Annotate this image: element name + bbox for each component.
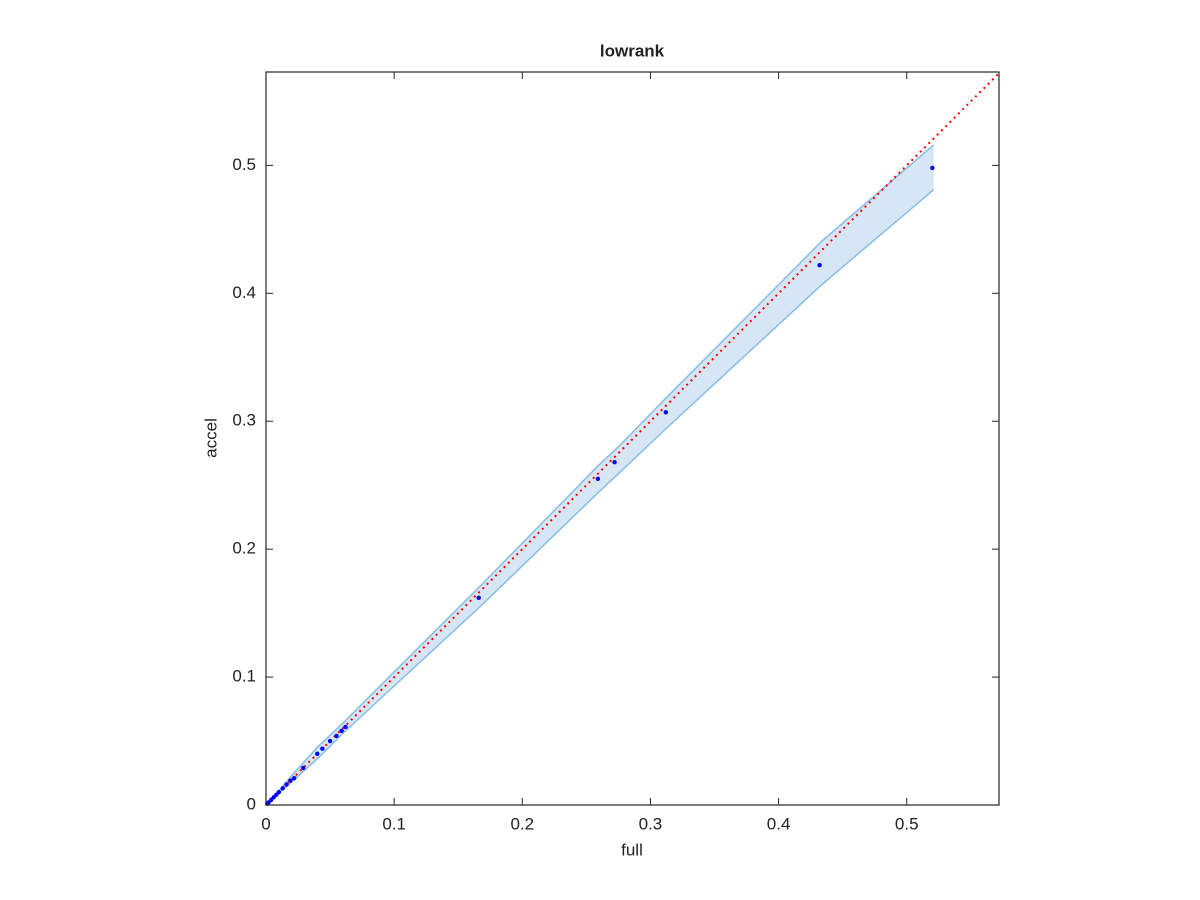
x-axis-label: full <box>621 840 643 859</box>
axes-box <box>265 71 1000 806</box>
data-point <box>595 476 601 481</box>
data-point <box>284 782 289 787</box>
data-point <box>300 765 306 771</box>
data-point <box>334 733 339 739</box>
x-tick-label: 0.1 <box>382 814 406 833</box>
x-tick-label: 0.3 <box>639 814 663 833</box>
data-point <box>476 595 481 600</box>
reference-line <box>265 72 1000 806</box>
chart-title: lowrank <box>600 41 665 60</box>
data-point <box>339 728 344 734</box>
data-point <box>288 778 293 783</box>
y-tick-label: 0.5 <box>232 155 256 174</box>
x-tick-label: 0.2 <box>510 814 534 833</box>
data-point <box>343 724 348 730</box>
band-lower-edge <box>265 189 935 806</box>
y-tick-label: 0.1 <box>232 667 256 686</box>
y-axis-label: accel <box>201 418 220 458</box>
x-tick-label: 0.4 <box>767 814 791 833</box>
data-point <box>612 459 617 465</box>
y-tick-label: 0.2 <box>232 539 256 558</box>
confidence-band <box>266 144 934 805</box>
data-point <box>291 775 297 781</box>
data-point <box>817 262 822 268</box>
data-point <box>930 165 935 171</box>
data-point <box>276 790 282 795</box>
y-tick-label: 0.4 <box>232 283 256 302</box>
data-point <box>280 786 285 791</box>
data-point <box>315 751 320 757</box>
band-upper-edge <box>265 144 935 806</box>
data-point <box>327 738 333 744</box>
x-tick-label: 0 <box>261 814 270 833</box>
y-tick-label: 0.3 <box>232 411 256 430</box>
x-tick-label: 0.5 <box>895 814 919 833</box>
data-point <box>663 410 669 415</box>
data-point <box>320 746 325 751</box>
y-tick-label: 0 <box>247 794 256 813</box>
